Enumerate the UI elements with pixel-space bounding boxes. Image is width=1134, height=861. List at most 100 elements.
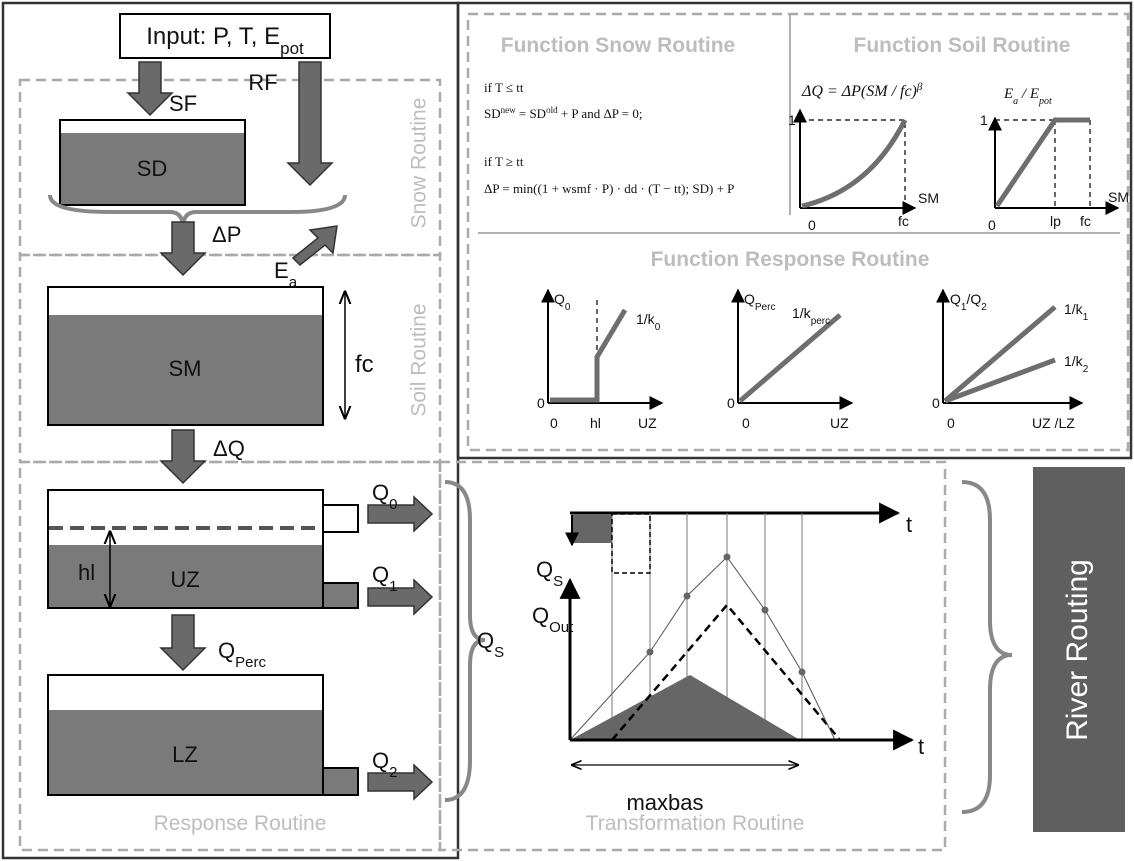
label: ΔQ (213, 436, 245, 461)
sub: pot (1038, 96, 1052, 107)
text: + P and ΔP = 0; (558, 106, 643, 121)
axis-label: 1/k0 (636, 311, 661, 333)
text: / E (1018, 86, 1039, 102)
axis-label: hl (590, 415, 601, 431)
sub: perc (811, 316, 830, 327)
axis-label: 0 (808, 217, 816, 233)
text: Q (744, 291, 755, 307)
label: UZ (170, 567, 199, 592)
axis-label: Q0 (554, 291, 571, 313)
sub: Perc (235, 654, 266, 671)
shape-polyline (611, 603, 841, 741)
axis-label: 0 (932, 395, 940, 411)
equation: if T ≤ tt (484, 80, 524, 95)
axis-label: Q1/Q2 (950, 291, 987, 313)
axis-label: 0 (947, 415, 955, 431)
equation: ΔQ = ΔP(SM / fc)β (801, 81, 923, 100)
shape-path (961, 480, 1013, 814)
label: SF (169, 91, 197, 116)
label: Q1 (372, 562, 397, 595)
flow-arrow (286, 61, 334, 187)
shape-rect (322, 582, 359, 609)
sub: 1 (1083, 312, 1089, 323)
sub: 2 (389, 764, 397, 781)
flow-arrow (159, 614, 207, 672)
text: 1/k (1064, 353, 1084, 369)
axis-label: UZ (638, 415, 657, 431)
sup: new (501, 105, 516, 115)
axis-label: UZ /LZ (1032, 415, 1075, 431)
sub: a (289, 274, 298, 291)
equation: SDnew = SDold + P and ΔP = 0; (484, 105, 643, 121)
function-title: Function Response Routine (651, 248, 930, 271)
axis-label: QPerc (744, 291, 775, 313)
routine-label: Soil Routine (408, 303, 431, 416)
axis-label: 0 (727, 395, 735, 411)
label: Ea (274, 258, 298, 291)
text: E (1003, 86, 1013, 102)
shape-rect (49, 315, 322, 424)
shape-circle (683, 592, 691, 600)
axis-label: fc (898, 213, 909, 229)
shape-polygon (570, 675, 800, 740)
text: = SD (516, 106, 546, 121)
shape-path (801, 118, 908, 209)
text: Q (554, 291, 565, 307)
text: Q (536, 557, 553, 582)
flow-arrow (159, 221, 207, 277)
routine-label: Transformation Routine (586, 812, 805, 835)
text: /Q (966, 291, 981, 307)
function-title: Function Soil Routine (854, 34, 1071, 57)
flow-arrow (367, 763, 434, 801)
shape-g (646, 553, 806, 676)
text: 1/k (1064, 301, 1084, 317)
text: Q (372, 480, 389, 505)
shape-rect (61, 133, 244, 204)
axis-label: 1/k1 (1064, 301, 1089, 323)
axis-label: 1 (788, 112, 796, 128)
flow-arrow (291, 225, 338, 267)
labels: Input: P, T, Epot Snow Routine SF RF SD … (78, 23, 1129, 835)
sub: S (494, 644, 504, 661)
shape-line (943, 305, 1057, 403)
axis-label: UZ (830, 415, 849, 431)
flow-arrow (159, 429, 207, 485)
routine-label: Snow Routine (408, 98, 431, 229)
shape-rect (49, 710, 322, 794)
flow-arrow (126, 61, 174, 117)
shape-polyline (994, 117, 1090, 208)
shape-circle (798, 668, 806, 676)
axis-label: 0 (988, 217, 996, 233)
shape-rect (572, 514, 612, 543)
function-title: Function Snow Routine (501, 34, 735, 57)
sub: Perc (755, 302, 776, 313)
shape-circle (646, 648, 654, 656)
equation: if T ≥ tt (484, 154, 524, 169)
routine-label: Response Routine (154, 812, 327, 835)
axis-label: Ea / Epot (1003, 86, 1052, 107)
sub: 1 (961, 302, 967, 313)
sub: S (553, 573, 563, 590)
flow-arrow (367, 495, 434, 533)
axis-label: 0 (537, 395, 545, 411)
text: SD (484, 106, 501, 121)
axis-label: 0 (550, 415, 558, 431)
shape-line (944, 357, 1056, 404)
axis-label: 1/kperc (792, 305, 830, 327)
shape-rect (322, 504, 359, 533)
input-label: Input: P, T, Epot (146, 23, 304, 58)
sub: Out (549, 619, 574, 636)
label: hl (78, 560, 95, 585)
equation: ΔP = min((1 + wsmf · P) · dd · (T − tt);… (484, 181, 734, 196)
label: QPerc (218, 638, 266, 671)
label: QS (477, 628, 504, 661)
text: E (274, 258, 289, 283)
sub: a (1013, 96, 1018, 107)
axis-label: fc (1080, 213, 1091, 229)
label: maxbas (626, 790, 703, 815)
axis-label: SM (1108, 189, 1129, 205)
